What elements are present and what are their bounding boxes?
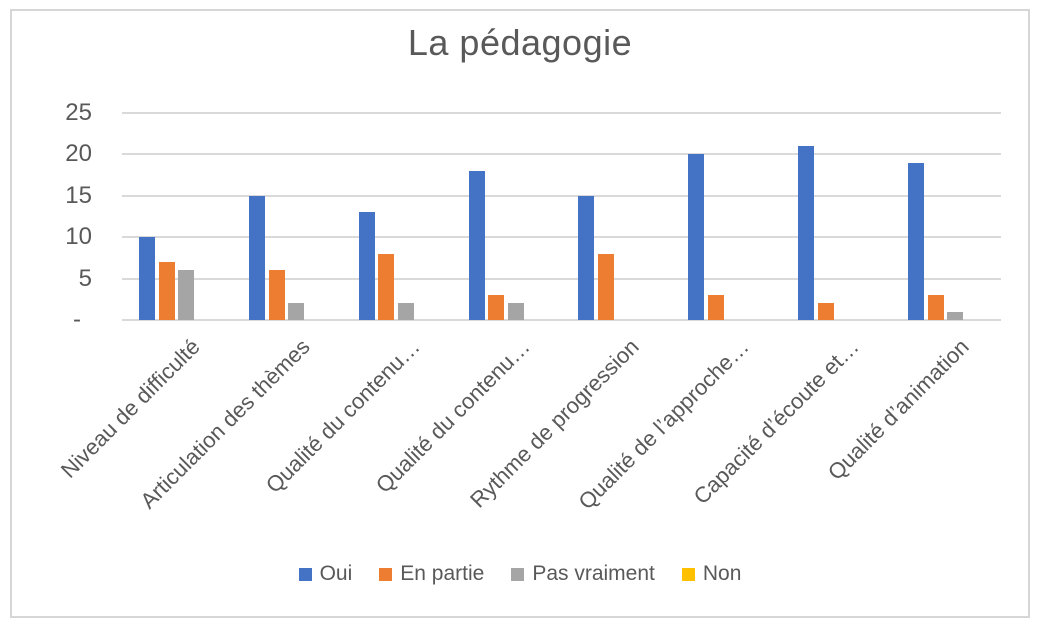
y-axis-tick-label: - <box>73 306 81 333</box>
legend-swatch-en-partie <box>379 567 393 581</box>
legend-item-non: Non <box>681 561 742 587</box>
chart-title: La pédagogie <box>407 22 633 63</box>
y-axis-tick-label: 20 <box>65 140 92 168</box>
gridline <box>122 194 1001 197</box>
bar-pas-vraiment-7 <box>947 311 964 320</box>
legend-label-non: Non <box>702 562 742 585</box>
legend-label-pas-vraiment: Pas vraiment <box>532 562 655 585</box>
x-axis-category-label: Rythme de progression <box>465 334 645 513</box>
bar-oui-2 <box>358 212 375 320</box>
x-axis-line <box>122 319 1001 321</box>
legend: Oui En partie Pas vraiment Non <box>0 561 1040 587</box>
legend-label-en-partie: En partie <box>400 562 485 585</box>
bar-en-partie-1 <box>268 270 285 320</box>
bar-en-partie-4 <box>598 253 615 320</box>
bar-en-partie-5 <box>708 295 724 320</box>
bar-pas-vraiment-0 <box>178 270 195 320</box>
legend-swatch-non <box>681 567 695 581</box>
legend-item-en-partie: En partie <box>379 561 484 587</box>
x-axis-category-label: Articulation des thèmes <box>135 334 315 514</box>
legend-swatch-pas-vraiment <box>511 567 525 581</box>
bar-pas-vraiment-3 <box>507 303 524 320</box>
bar-oui-5 <box>688 154 705 320</box>
y-axis-tick-label: 25 <box>65 99 92 126</box>
bar-pas-vraiment-1 <box>288 303 305 320</box>
x-axis-category-label: Qualité du contenu… <box>260 334 425 498</box>
legend-label-oui: Oui <box>319 562 353 585</box>
y-axis-tick-label: 5 <box>78 264 92 292</box>
legend-item-oui: Oui <box>298 561 353 587</box>
x-axis-category-label: Capacité d’écoute et… <box>688 334 864 510</box>
gridline <box>122 112 1001 114</box>
bar-oui-0 <box>138 237 155 320</box>
bar-pas-vraiment-2 <box>398 303 415 320</box>
x-axis-category-label: Niveau de difficulté <box>55 334 205 483</box>
bar-oui-1 <box>248 195 265 320</box>
gridline <box>122 153 1001 156</box>
gridline <box>122 277 1001 280</box>
bar-en-partie-3 <box>488 295 505 320</box>
bar-oui-6 <box>798 146 815 320</box>
legend-item-pas-vraiment: Pas vraiment <box>511 561 655 587</box>
gridline <box>122 236 1001 239</box>
x-axis-category-label: Qualité du contenu… <box>370 334 535 498</box>
bar-en-partie-0 <box>158 262 175 320</box>
x-axis-category-label: Qualité d’animation <box>822 334 974 485</box>
x-axis-category-label: Qualité de l’approche… <box>573 334 754 515</box>
bar-oui-3 <box>468 170 485 320</box>
bar-oui-7 <box>908 162 925 320</box>
bar-en-partie-6 <box>817 303 834 320</box>
bar-en-partie-7 <box>927 295 944 320</box>
y-axis-tick-label: 10 <box>65 223 92 251</box>
legend-swatch-oui <box>298 567 312 581</box>
bar-en-partie-2 <box>378 253 395 320</box>
y-axis-tick-label: 15 <box>65 181 92 209</box>
bar-oui-4 <box>578 195 595 320</box>
